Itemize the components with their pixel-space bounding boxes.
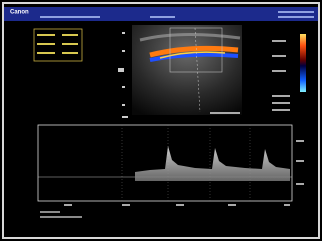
header-info <box>150 16 175 18</box>
header-info <box>278 11 314 13</box>
spectral-panel <box>38 125 292 201</box>
header-info <box>40 16 100 18</box>
brand: Canon <box>10 10 29 16</box>
color-bar <box>300 34 306 92</box>
header-bar <box>4 7 318 21</box>
image-info <box>210 112 240 114</box>
header-info <box>278 16 314 18</box>
ultrasound-screen: Canon <box>0 0 322 241</box>
